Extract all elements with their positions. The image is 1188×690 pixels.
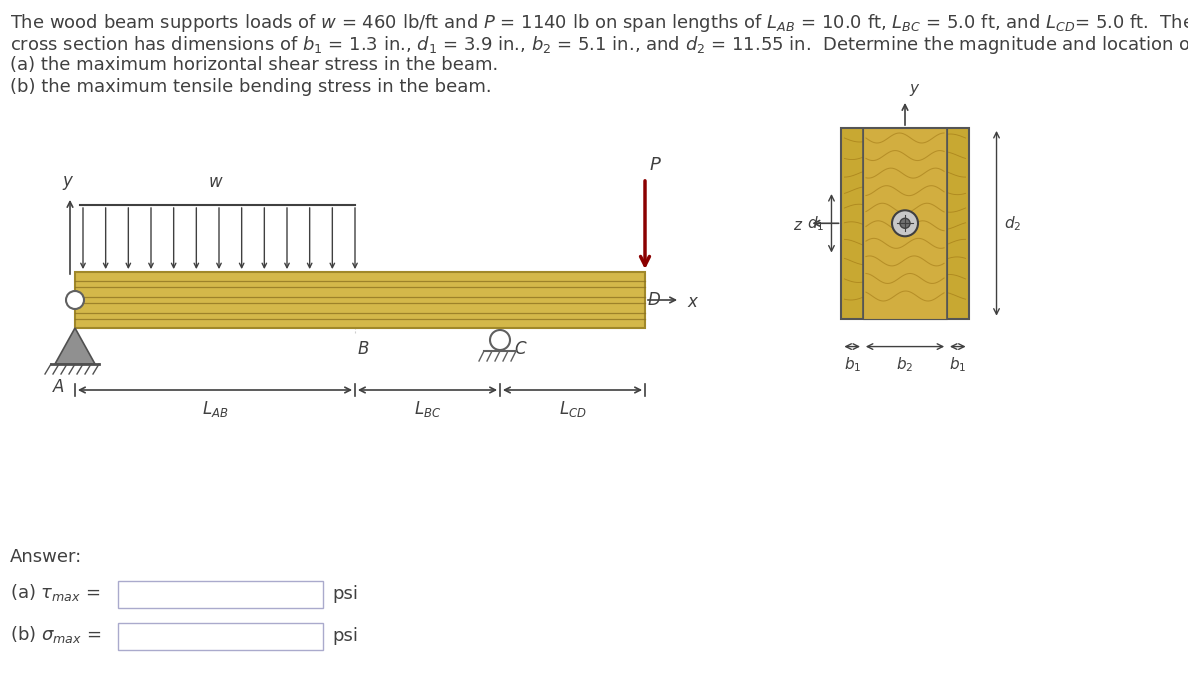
- Text: $d_2$: $d_2$: [1004, 214, 1022, 233]
- Text: $L_{CD}$: $L_{CD}$: [558, 399, 587, 419]
- Text: $L_{BC}$: $L_{BC}$: [413, 399, 441, 419]
- Bar: [118, 623, 323, 650]
- Text: x: x: [687, 293, 697, 311]
- Circle shape: [892, 210, 918, 236]
- Text: $L_{AB}$: $L_{AB}$: [202, 399, 228, 419]
- Text: P: P: [650, 156, 661, 174]
- Text: psi: psi: [331, 585, 358, 603]
- Text: psi: psi: [331, 627, 358, 645]
- Text: A: A: [53, 378, 64, 396]
- Circle shape: [489, 330, 510, 350]
- Text: cross section has dimensions of $b_1$ = 1.3 in., $d_1$ = 3.9 in., $b_2$ = 5.1 in: cross section has dimensions of $b_1$ = …: [10, 34, 1188, 56]
- Text: (b) $\sigma_{max}$ =: (b) $\sigma_{max}$ =: [10, 624, 101, 645]
- Text: $b_1$: $b_1$: [949, 355, 967, 374]
- Circle shape: [67, 291, 84, 309]
- Circle shape: [901, 218, 910, 228]
- Bar: [862, 128, 947, 319]
- Text: (b) the maximum tensile bending stress in the beam.: (b) the maximum tensile bending stress i…: [10, 78, 492, 96]
- Text: $b_1$: $b_1$: [843, 355, 861, 374]
- Polygon shape: [55, 328, 95, 364]
- Text: D: D: [647, 291, 661, 309]
- Text: (a) $\tau_{max}$ =: (a) $\tau_{max}$ =: [10, 582, 101, 603]
- Text: $b_2$: $b_2$: [896, 355, 914, 374]
- Bar: [118, 581, 323, 608]
- Text: w: w: [208, 173, 222, 191]
- Text: The wood beam supports loads of $w$ = 460 lb/ft and $P$ = 1140 lb on span length: The wood beam supports loads of $w$ = 46…: [10, 12, 1188, 34]
- Text: y: y: [62, 172, 72, 190]
- Text: $d_1$: $d_1$: [807, 214, 824, 233]
- Text: Answer:: Answer:: [10, 548, 82, 566]
- Bar: [841, 128, 968, 319]
- Text: z: z: [794, 218, 802, 233]
- Text: C: C: [514, 340, 525, 358]
- Text: (a) the maximum horizontal shear stress in the beam.: (a) the maximum horizontal shear stress …: [10, 56, 498, 74]
- Bar: [75, 272, 645, 328]
- Text: B: B: [358, 340, 369, 358]
- Text: y: y: [909, 81, 918, 96]
